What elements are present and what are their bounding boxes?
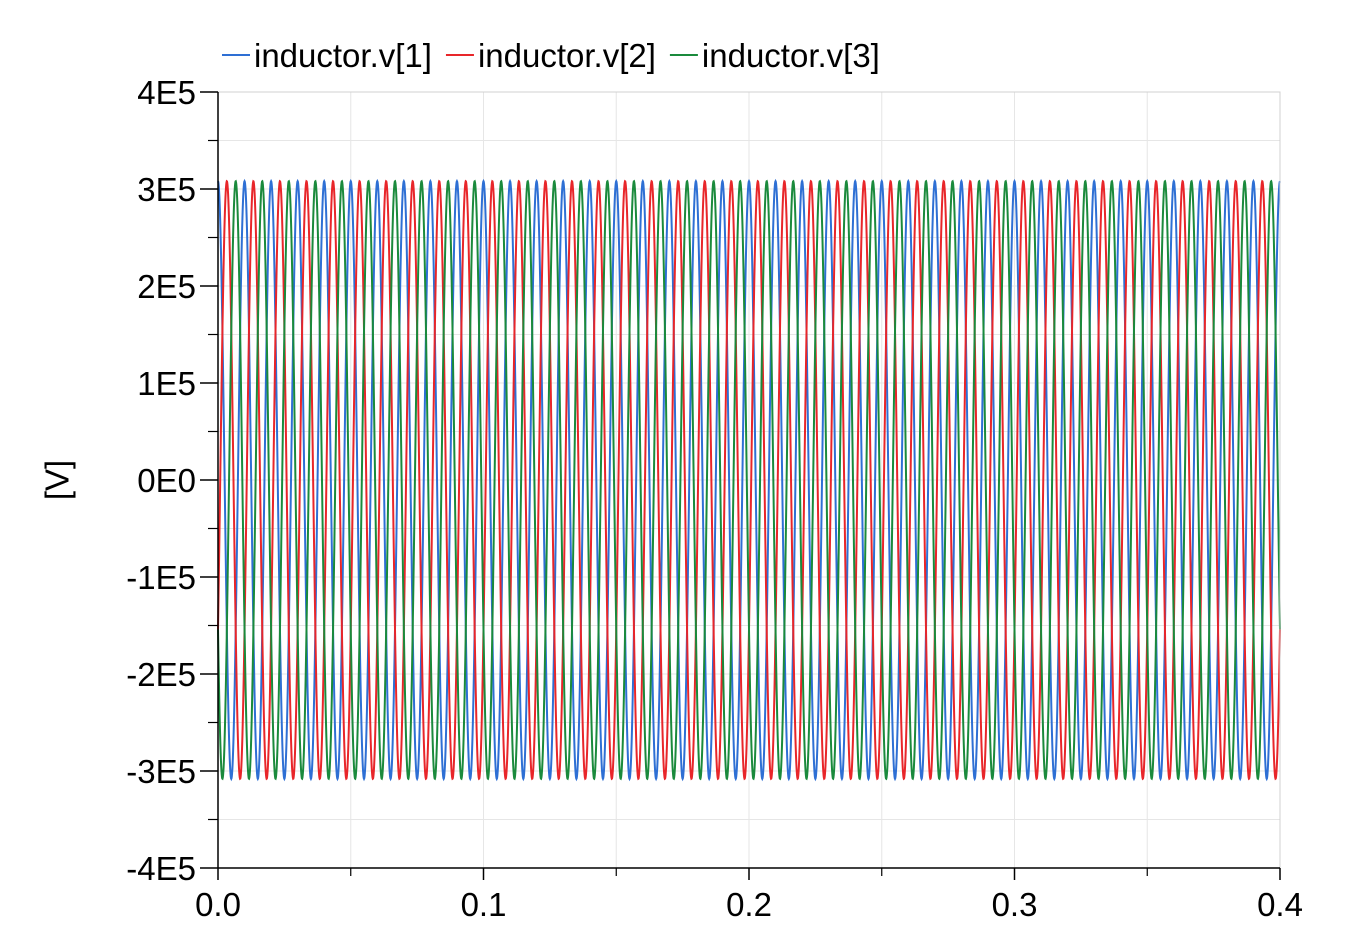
y-tick-label: 0E0 bbox=[137, 462, 196, 499]
y-tick-label: 4E5 bbox=[137, 74, 196, 111]
grid-lines bbox=[218, 92, 1280, 868]
y-tick-label: -1E5 bbox=[126, 559, 196, 596]
x-tick-label: 0.2 bbox=[726, 886, 772, 923]
x-tick-label: 0.1 bbox=[461, 886, 507, 923]
axis-ticks: 0.0 0.1 0.2 0.3 0.4 4E5 3E5 2E5 1E5 0E0 -1E5 -2E5 -3… bbox=[126, 74, 1303, 923]
legend-item-3: inductor.v[3] bbox=[669, 37, 880, 74]
y-tick-label: -4E5 bbox=[126, 850, 196, 887]
legend-label: inductor.v[2] bbox=[478, 37, 656, 74]
y-tick-label: 1E5 bbox=[137, 365, 196, 402]
legend-item-1: inductor.v[1] bbox=[222, 37, 432, 74]
y-tick-label: -3E5 bbox=[126, 753, 196, 790]
x-tick-label: 0.3 bbox=[992, 886, 1038, 923]
series-lines bbox=[217, 178, 1281, 782]
y-tick-label: 3E5 bbox=[137, 171, 196, 208]
legend-label: inductor.v[1] bbox=[254, 37, 432, 74]
y-axis-label-group: [V] bbox=[39, 460, 76, 500]
y-tick-label: -2E5 bbox=[126, 656, 196, 693]
x-tick-label: 0.0 bbox=[195, 886, 241, 923]
legend-item-2: inductor.v[2] bbox=[445, 37, 656, 74]
x-tick-label: 0.4 bbox=[1257, 886, 1303, 923]
legend-label: inductor.v[3] bbox=[702, 37, 880, 74]
y-tick-label: 2E5 bbox=[137, 268, 196, 305]
series-line-3 bbox=[217, 179, 1281, 781]
y-axis-label: [V] bbox=[39, 460, 76, 500]
legend: inductor.v[1] inductor.v[2] inductor.v[3] bbox=[222, 37, 880, 74]
